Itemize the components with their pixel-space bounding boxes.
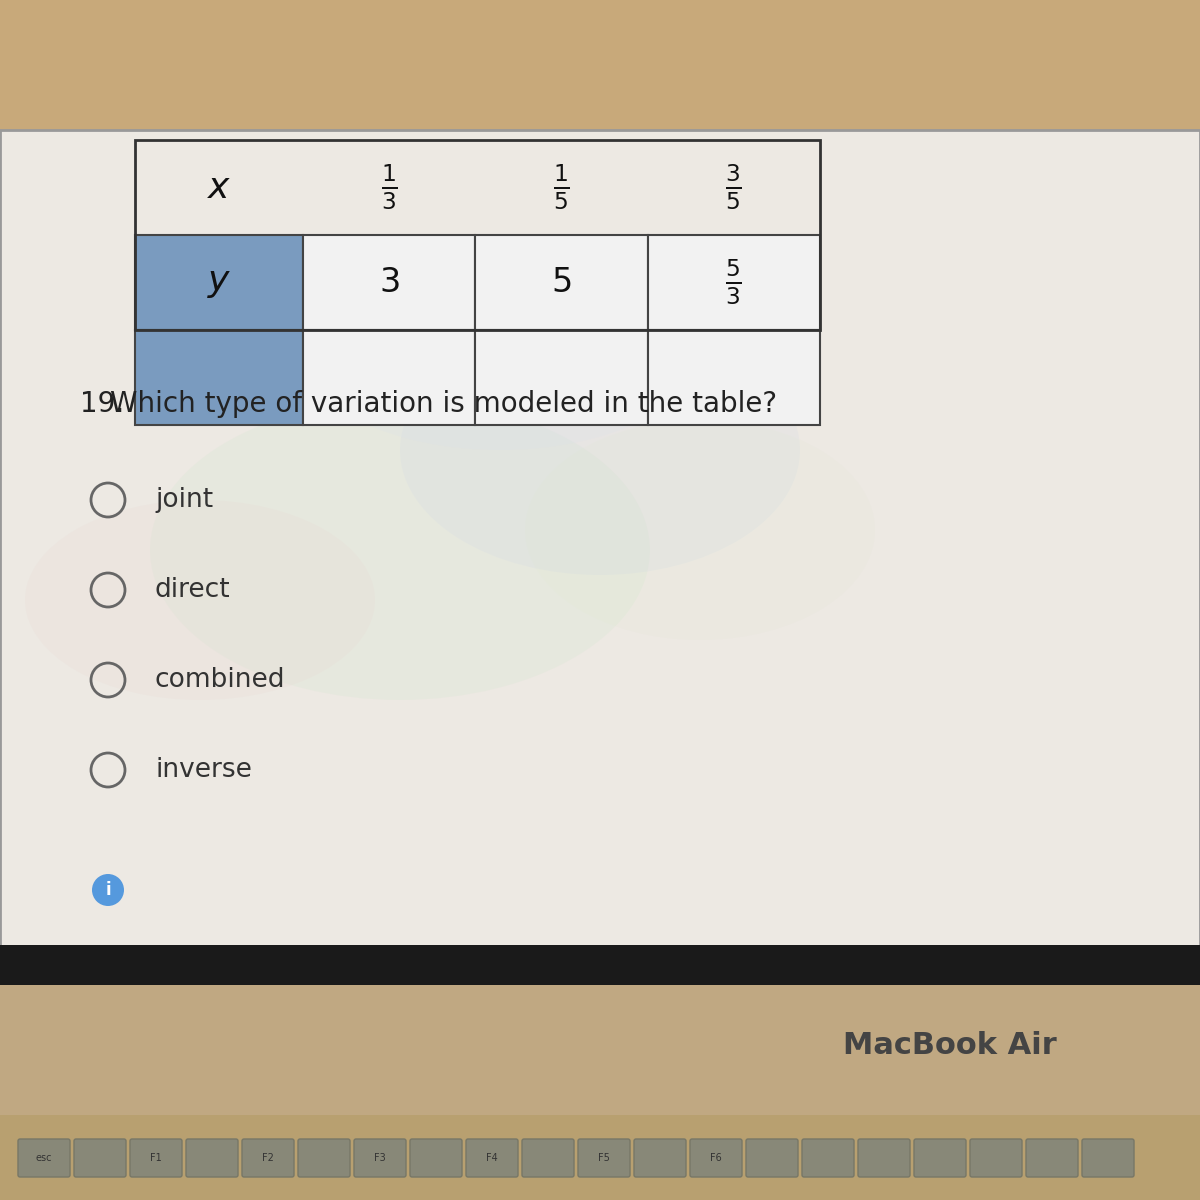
FancyBboxPatch shape: [690, 1139, 742, 1177]
FancyBboxPatch shape: [578, 1139, 630, 1177]
Text: $\frac{1}{5}$: $\frac{1}{5}$: [553, 163, 570, 212]
Text: $x$: $x$: [206, 170, 232, 204]
Ellipse shape: [526, 420, 875, 640]
Text: F6: F6: [710, 1153, 722, 1163]
FancyBboxPatch shape: [858, 1139, 910, 1177]
FancyBboxPatch shape: [1082, 1139, 1134, 1177]
FancyBboxPatch shape: [522, 1139, 574, 1177]
Bar: [648, 235, 820, 330]
Text: MacBook Air: MacBook Air: [844, 1031, 1057, 1060]
FancyBboxPatch shape: [410, 1139, 462, 1177]
FancyBboxPatch shape: [466, 1139, 518, 1177]
Text: $\frac{1}{3}$: $\frac{1}{3}$: [380, 163, 397, 212]
Text: joint: joint: [155, 487, 214, 514]
Text: Which type of variation is modeled in the table?: Which type of variation is modeled in th…: [110, 390, 778, 418]
Text: F3: F3: [374, 1153, 386, 1163]
Bar: [302, 330, 475, 425]
Text: F1: F1: [150, 1153, 162, 1163]
Text: 19.: 19.: [80, 390, 125, 418]
FancyBboxPatch shape: [130, 1139, 182, 1177]
Text: i: i: [106, 881, 110, 899]
Bar: [475, 330, 648, 425]
Text: combined: combined: [155, 667, 286, 692]
Ellipse shape: [150, 400, 650, 700]
Ellipse shape: [25, 500, 374, 700]
FancyBboxPatch shape: [18, 1139, 70, 1177]
FancyBboxPatch shape: [914, 1139, 966, 1177]
FancyBboxPatch shape: [1026, 1139, 1078, 1177]
FancyBboxPatch shape: [298, 1139, 350, 1177]
Ellipse shape: [300, 250, 700, 450]
Bar: [0, 985, 1200, 1200]
FancyBboxPatch shape: [186, 1139, 238, 1177]
Text: direct: direct: [155, 577, 230, 602]
Text: esc: esc: [36, 1153, 53, 1163]
Bar: [0, 946, 1200, 985]
Bar: [134, 330, 302, 425]
Text: $\frac{3}{5}$: $\frac{3}{5}$: [725, 163, 743, 212]
Bar: [0, 1115, 1200, 1200]
Text: F2: F2: [262, 1153, 274, 1163]
FancyBboxPatch shape: [74, 1139, 126, 1177]
Circle shape: [92, 874, 124, 906]
FancyBboxPatch shape: [802, 1139, 854, 1177]
Bar: [134, 235, 302, 330]
Bar: [134, 140, 820, 330]
Text: inverse: inverse: [155, 757, 252, 782]
Bar: [648, 330, 820, 425]
Text: F5: F5: [598, 1153, 610, 1163]
Text: F4: F4: [486, 1153, 498, 1163]
Text: $3$: $3$: [379, 266, 400, 299]
Bar: [302, 235, 475, 330]
Bar: [475, 235, 648, 330]
FancyBboxPatch shape: [634, 1139, 686, 1177]
Bar: [0, 130, 1200, 950]
FancyBboxPatch shape: [242, 1139, 294, 1177]
Ellipse shape: [400, 325, 800, 575]
FancyBboxPatch shape: [746, 1139, 798, 1177]
Text: $y$: $y$: [206, 265, 232, 300]
Text: $5$: $5$: [551, 266, 571, 299]
FancyBboxPatch shape: [970, 1139, 1022, 1177]
Text: $\frac{5}{3}$: $\frac{5}{3}$: [725, 258, 743, 307]
FancyBboxPatch shape: [354, 1139, 406, 1177]
